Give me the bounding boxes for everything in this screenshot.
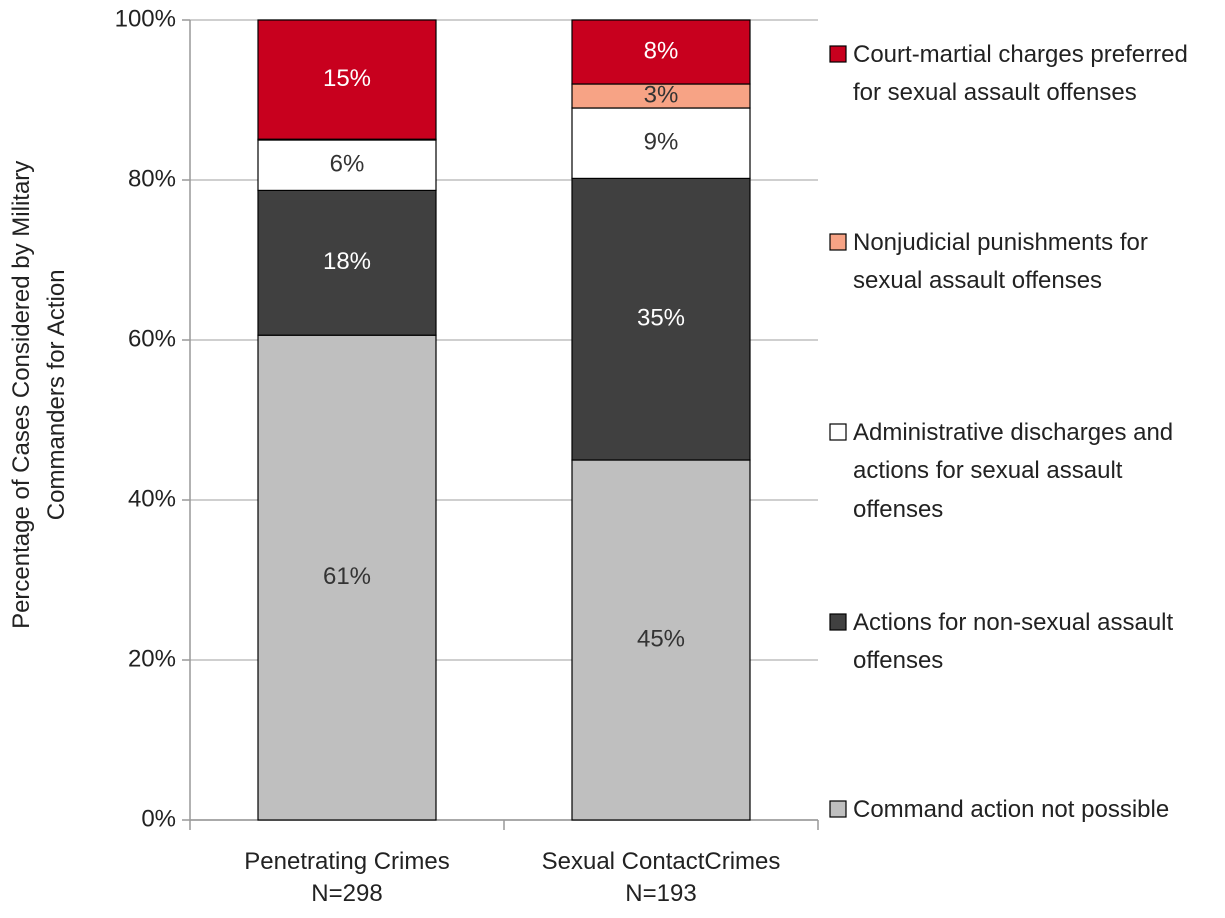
legend-swatch — [829, 233, 847, 251]
data-label: 45% — [637, 625, 685, 652]
x-tick-label: Sexual ContactCrimes N=193 — [541, 848, 781, 908]
legend-label: Administrative discharges and actions fo… — [853, 419, 1174, 523]
y-tick-label: 40% — [128, 485, 176, 512]
bar-segment — [257, 19, 437, 140]
legend-label: Court-martial charges preferred for sexu… — [853, 41, 1188, 107]
data-label: 61% — [323, 563, 371, 590]
data-label: 8% — [644, 37, 679, 64]
bar-segment — [571, 177, 751, 461]
y-tick-label: 60% — [128, 325, 176, 352]
y-tick-label: 80% — [128, 165, 176, 192]
legend-label: Actions for non-sexual assault offenses — [853, 609, 1174, 675]
bar-segment — [257, 189, 437, 336]
legend-swatch — [829, 613, 847, 631]
data-label: 9% — [644, 129, 679, 156]
data-label: 3% — [644, 81, 679, 108]
data-label: 35% — [637, 305, 685, 332]
y-axis-label: Percentage of Cases Considered by Milita… — [8, 160, 70, 629]
legend-label: Command action not possible — [853, 796, 1170, 823]
legend-swatch — [829, 800, 847, 818]
bar-segment — [257, 139, 437, 192]
legend-swatch — [829, 423, 847, 441]
y-tick-label: 20% — [128, 645, 176, 672]
y-tick-label: 100% — [115, 5, 176, 32]
bar-segment — [571, 19, 751, 85]
legend-label: Nonjudicial punishments for sexual assau… — [853, 229, 1148, 295]
bar-segment — [571, 459, 751, 821]
data-label: 6% — [330, 151, 365, 178]
data-label: 15% — [323, 65, 371, 92]
y-tick-label: 0% — [141, 805, 176, 832]
x-tick-label: Penetrating Crimes N=298 — [244, 848, 450, 908]
data-label: 18% — [323, 248, 371, 275]
legend-swatch — [829, 45, 847, 63]
